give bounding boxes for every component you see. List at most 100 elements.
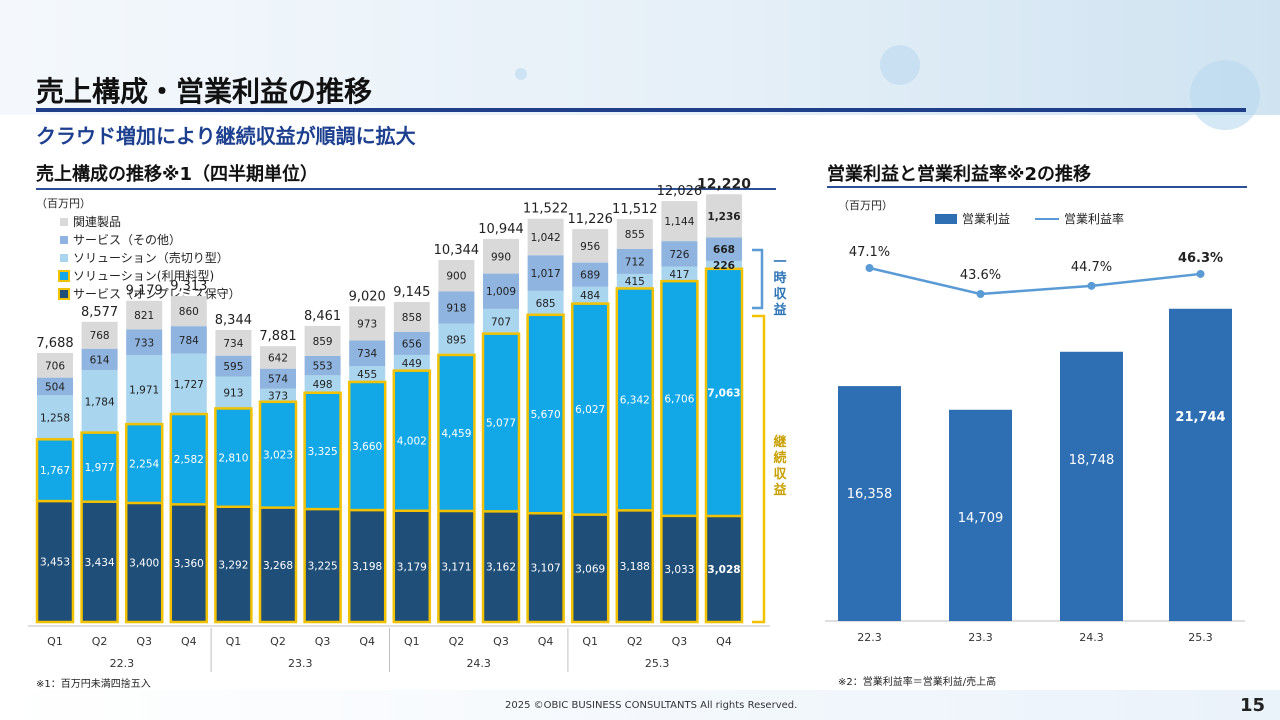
title-underline: [36, 108, 1246, 112]
bar-segment-related: [349, 306, 386, 341]
total-label: 11,512: [612, 202, 658, 217]
data-label-license: 895: [446, 334, 466, 346]
recurring-outline: [303, 391, 342, 624]
recurring-outline: [660, 279, 699, 624]
bar-segment-subscription: [215, 408, 252, 507]
op-profit-bar: [1060, 351, 1123, 621]
data-label-license: 685: [536, 298, 556, 310]
data-label-license: 484: [580, 290, 600, 302]
bar-segment-onprem: [349, 510, 386, 622]
bar-segment-service_other: [126, 329, 163, 356]
data-label-related: 821: [134, 310, 154, 322]
data-label-related: 1,144: [664, 216, 694, 228]
data-label-subscription: 3,325: [308, 446, 338, 458]
data-label-service_other: 614: [90, 354, 110, 366]
bar-segment-related: [438, 259, 475, 292]
bar-segment-related: [170, 296, 207, 327]
data-label-onprem: 3,292: [218, 559, 248, 571]
data-label-subscription: 4,002: [397, 436, 427, 448]
data-label-service_other: 656: [402, 338, 422, 350]
bar-segment-license: [126, 355, 163, 425]
decor-dot: [515, 68, 527, 80]
bar-segment-onprem: [572, 514, 609, 622]
recurring-outline: [704, 267, 744, 624]
bar-segment-subscription: [616, 288, 653, 511]
op-margin-label: 44.7%: [1071, 260, 1112, 275]
x-tick-label: Q3: [136, 635, 152, 648]
total-label: 8,577: [81, 305, 118, 320]
op-profit-label: 14,709: [958, 511, 1004, 526]
data-label-related: 706: [45, 360, 65, 372]
x-tick-label: Q2: [449, 635, 465, 648]
bar-segment-license: [661, 266, 698, 282]
bar-segment-related: [304, 325, 341, 356]
legend-label: 営業利益: [962, 212, 1011, 226]
recurring-outline: [347, 380, 387, 624]
data-label-subscription: 6,706: [664, 393, 694, 405]
recurring-outline: [214, 407, 253, 624]
data-label-service_other: 595: [223, 361, 243, 373]
bar-segment-service_other: [81, 348, 118, 371]
left-chart-title: 売上構成の推移※1（四半期単位）: [36, 164, 319, 185]
x-tick-label: 22.3: [857, 631, 882, 644]
bar-segment-service_other: [304, 355, 341, 376]
data-label-onprem: 3,400: [129, 558, 159, 570]
data-label-service_other: 784: [179, 335, 199, 347]
data-label-service_other: 504: [45, 381, 65, 393]
data-label-license: 707: [491, 316, 511, 328]
recurring-outline: [80, 431, 119, 624]
bar-segment-service_other: [483, 273, 519, 309]
op-margin-label: 47.1%: [849, 245, 890, 260]
data-label-license: 1,727: [174, 379, 204, 391]
page-number: 15: [1240, 695, 1266, 716]
decor-dot: [880, 45, 920, 85]
bar-segment-service_other: [572, 262, 609, 287]
bar-segment-onprem: [37, 501, 73, 622]
op-profit-bar: [949, 409, 1012, 621]
legend-subscription: ソリューション(利用料型): [58, 267, 215, 284]
data-label-license: 1,784: [85, 396, 115, 408]
data-label-license: 449: [402, 358, 422, 370]
data-label-service_other: 668: [713, 244, 735, 256]
bar-segment-onprem: [706, 516, 742, 622]
x-tick-label: Q4: [181, 635, 197, 648]
x-tick-label: Q3: [672, 635, 688, 648]
op-profit-label: 18,748: [1069, 453, 1115, 468]
brace-bottom-label: 続: [773, 450, 786, 466]
data-label-related: 990: [491, 251, 511, 263]
data-label-license: 417: [669, 269, 689, 281]
legend-related: 関連製品: [60, 213, 121, 230]
bar-segment-onprem: [260, 507, 296, 622]
fiscal-year-label: 23.3: [288, 657, 313, 670]
bar-segment-onprem: [527, 513, 564, 622]
decor-dot: [1190, 60, 1260, 130]
x-tick-label: Q4: [359, 635, 375, 648]
data-label-subscription: 6,342: [620, 394, 650, 406]
brace-top-label: 収: [773, 287, 787, 302]
bar-segment-subscription: [483, 333, 519, 512]
bar-segment-license: [438, 323, 475, 355]
legend-label: サービス（その他）: [73, 233, 182, 247]
x-tick-label: Q4: [716, 635, 732, 648]
op-margin-line: [869, 266, 1201, 296]
op-profit-label: 21,744: [1175, 410, 1225, 425]
bar-segment-service_other: [349, 340, 386, 367]
recurring-outline: [526, 313, 565, 624]
x-tick-label: Q2: [627, 635, 643, 648]
legend-label: ソリューション(利用料型): [73, 269, 215, 283]
fiscal-year-label: 25.3: [645, 657, 670, 670]
op-margin-point: [1196, 269, 1205, 278]
bar-segment-service_other: [661, 241, 698, 267]
data-label-subscription: 2,582: [174, 454, 204, 466]
data-label-subscription: 3,023: [263, 450, 293, 462]
recurring-outline: [615, 287, 655, 624]
brace-bottom-label: 益: [773, 482, 786, 498]
brace-top-label: 一: [773, 255, 786, 270]
bar-segment-license: [483, 308, 519, 334]
bar-segment-related: [706, 194, 742, 238]
data-label-related: 1,042: [531, 232, 561, 244]
legend-op-margin: 営業利益率: [1035, 210, 1124, 227]
total-label: 9,145: [393, 285, 430, 300]
data-label-onprem: 3,028: [707, 564, 740, 576]
legend-label: 営業利益率: [1064, 212, 1125, 226]
